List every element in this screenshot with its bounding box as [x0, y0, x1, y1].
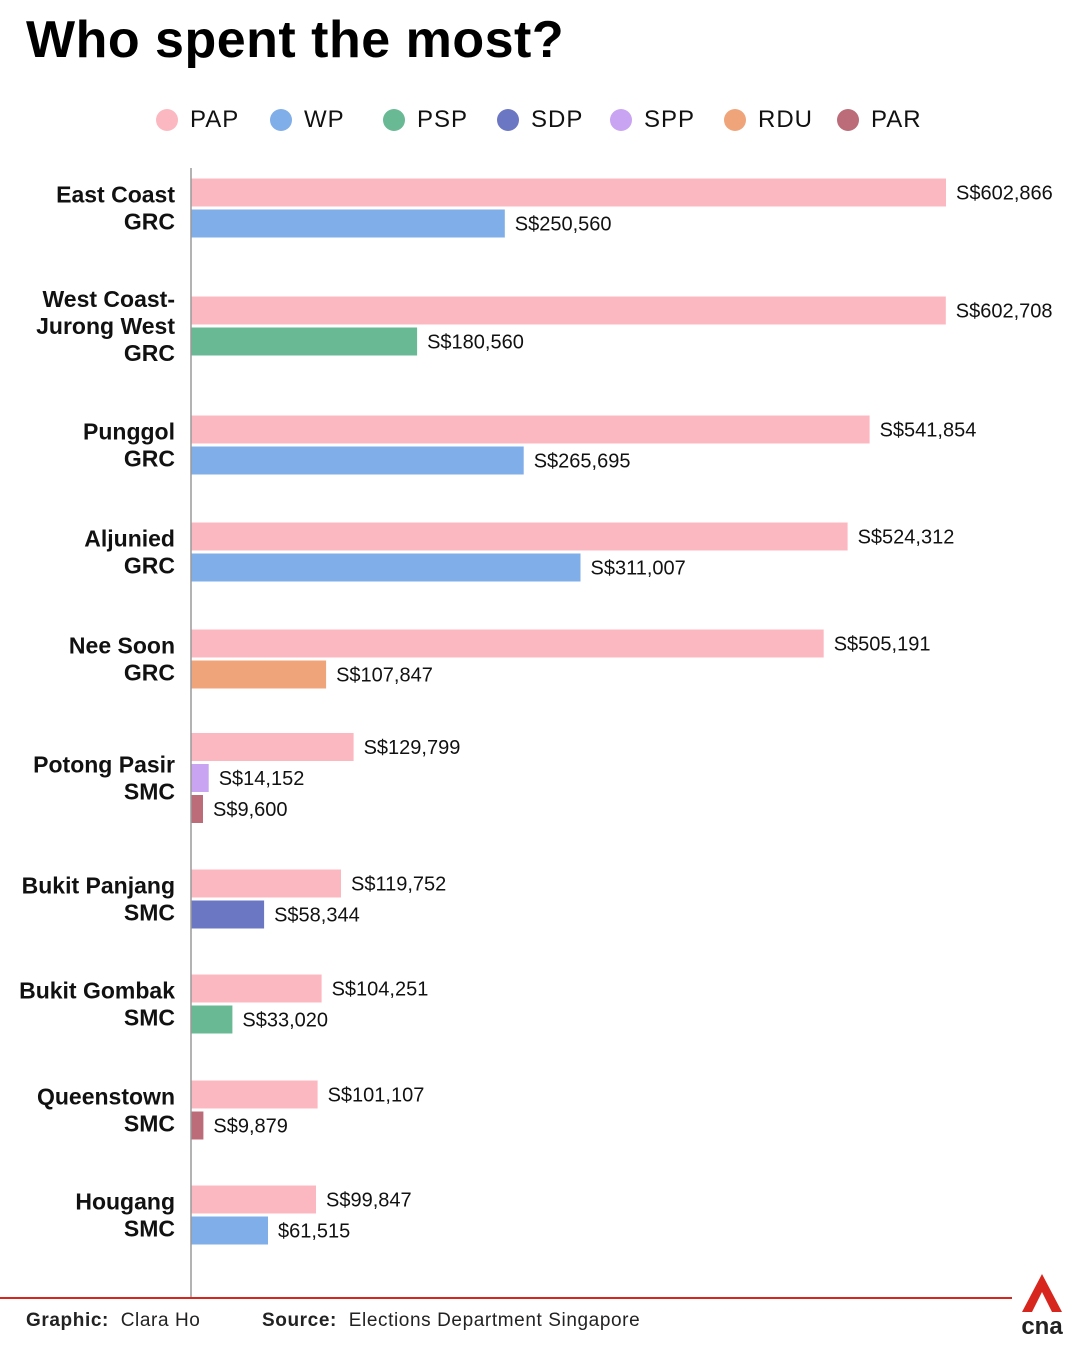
- source-credit: Source: Elections Department Singapore: [262, 1310, 640, 1332]
- cna-logo-text: cna: [1021, 1313, 1063, 1338]
- category-label-2-1: GRC: [124, 446, 175, 472]
- data-label-5-spp: S$14,152: [219, 768, 305, 790]
- legend-swatch-pap: [156, 109, 178, 131]
- data-label-8-pap: S$101,107: [328, 1085, 425, 1107]
- category-label-2-0: Punggol: [83, 419, 175, 445]
- bar-8-par: [191, 1111, 204, 1140]
- bar-2-wp: [191, 446, 524, 475]
- bar-0-wp: [191, 209, 505, 238]
- cna-logo-mark: [1022, 1274, 1062, 1312]
- bar-6-pap: [191, 869, 341, 898]
- bar-7-psp: [191, 1005, 233, 1034]
- category-label-0-1: GRC: [124, 209, 175, 235]
- bar-1-psp: [191, 327, 418, 356]
- data-label-2-wp: S$265,695: [534, 451, 631, 473]
- data-label-4-pap: S$505,191: [834, 634, 931, 656]
- category-label-9-1: SMC: [124, 1216, 175, 1242]
- bar-5-par: [191, 795, 203, 823]
- bar-5-spp: [191, 764, 209, 792]
- graphic-credit-value: Clara Ho: [120, 1310, 201, 1331]
- graphic-credit-label: Graphic:: [26, 1310, 109, 1331]
- graphic-credit: Graphic: Clara Ho: [26, 1310, 200, 1332]
- legend-item-rdu: RDU: [724, 102, 813, 138]
- bar-0-pap: [191, 178, 946, 207]
- bar-4-rdu: [191, 660, 327, 689]
- footer-divider: [0, 1297, 1012, 1299]
- category-label-9-0: Hougang: [75, 1189, 175, 1215]
- bar-1-pap: [191, 296, 946, 325]
- legend-label-rdu: RDU: [758, 106, 813, 133]
- legend-swatch-sdp: [497, 109, 519, 131]
- legend-item-psp: PSP: [383, 102, 468, 138]
- bar-4-pap: [191, 629, 824, 658]
- bar-5-pap: [191, 733, 354, 761]
- data-label-1-psp: S$180,560: [427, 332, 524, 354]
- bar-9-pap: [191, 1185, 316, 1214]
- legend-label-wp: WP: [304, 106, 345, 133]
- bar-9-wp: [191, 1216, 268, 1245]
- category-label-1-2: GRC: [124, 340, 175, 366]
- cna-logo: cna: [1021, 1274, 1063, 1338]
- category-label-0-0: East Coast: [56, 182, 175, 208]
- data-label-2-pap: S$541,854: [880, 420, 977, 442]
- legend-item-wp: WP: [270, 102, 345, 138]
- legend-swatch-wp: [270, 109, 292, 131]
- data-label-9-wp: $61,515: [278, 1221, 350, 1243]
- legend-item-par: PAR: [837, 102, 922, 138]
- category-label-5-0: Potong Pasir: [33, 752, 175, 778]
- bar-2-pap: [191, 415, 870, 444]
- legend-item-pap: PAP: [156, 102, 239, 138]
- legend-swatch-par: [837, 109, 859, 131]
- data-label-9-pap: S$99,847: [326, 1190, 412, 1212]
- category-label-1-1: Jurong West: [36, 313, 175, 339]
- data-label-8-par: S$9,879: [213, 1116, 288, 1138]
- source-credit-label: Source:: [262, 1310, 337, 1331]
- legend: PAP WP PSP SDP SPP RDU PAR: [0, 102, 1080, 138]
- category-label-6-1: SMC: [124, 900, 175, 926]
- bar-7-pap: [191, 974, 322, 1003]
- category-label-5-1: SMC: [124, 779, 175, 805]
- data-label-3-pap: S$524,312: [858, 527, 955, 549]
- bar-8-pap: [191, 1080, 318, 1109]
- data-label-0-wp: S$250,560: [515, 214, 612, 236]
- legend-item-sdp: SDP: [497, 102, 583, 138]
- bar-3-wp: [191, 553, 581, 582]
- bar-3-pap: [191, 522, 848, 551]
- data-label-3-wp: S$311,007: [591, 558, 686, 580]
- category-label-6-0: Bukit Panjang: [22, 873, 175, 899]
- category-label-1-0: West Coast-: [43, 286, 176, 312]
- data-label-1-pap: S$602,708: [956, 301, 1053, 323]
- data-label-6-sdp: S$58,344: [274, 905, 360, 927]
- category-label-7-0: Bukit Gombak: [19, 978, 175, 1004]
- category-label-7-1: SMC: [124, 1005, 175, 1031]
- chart-title: Who spent the most?: [26, 11, 565, 69]
- category-label-8-1: SMC: [124, 1111, 175, 1137]
- category-label-4-1: GRC: [124, 660, 175, 686]
- legend-swatch-psp: [383, 109, 405, 131]
- data-label-4-rdu: S$107,847: [336, 665, 433, 687]
- legend-item-spp: SPP: [610, 102, 695, 138]
- legend-label-par: PAR: [871, 106, 922, 133]
- data-label-5-par: S$9,600: [213, 799, 288, 821]
- data-label-6-pap: S$119,752: [351, 874, 446, 896]
- legend-swatch-spp: [610, 109, 632, 131]
- legend-label-pap: PAP: [190, 106, 240, 133]
- bar-6-sdp: [191, 900, 265, 929]
- data-label-7-psp: S$33,020: [242, 1010, 328, 1032]
- legend-label-spp: SPP: [644, 106, 696, 133]
- category-label-4-0: Nee Soon: [69, 633, 175, 659]
- category-label-8-0: Queenstown: [37, 1084, 175, 1110]
- data-label-0-pap: S$602,866: [956, 183, 1053, 205]
- data-label-7-pap: S$104,251: [332, 979, 429, 1001]
- data-label-5-pap: S$129,799: [364, 737, 461, 759]
- legend-swatch-rdu: [724, 109, 746, 131]
- category-label-3-1: GRC: [124, 553, 175, 579]
- legend-label-psp: PSP: [417, 106, 469, 133]
- legend-label-sdp: SDP: [531, 106, 584, 133]
- source-credit-value: Elections Department Singapore: [348, 1310, 641, 1331]
- category-label-3-0: Aljunied: [84, 526, 175, 552]
